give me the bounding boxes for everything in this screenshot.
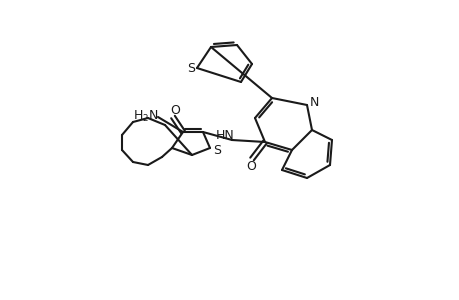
Text: S: S	[213, 143, 220, 157]
Text: N: N	[308, 95, 318, 109]
Text: S: S	[187, 61, 195, 74]
Text: O: O	[246, 160, 255, 172]
Text: HN: HN	[215, 128, 234, 142]
Text: H$_2$N: H$_2$N	[133, 109, 158, 124]
Text: O: O	[170, 103, 179, 116]
